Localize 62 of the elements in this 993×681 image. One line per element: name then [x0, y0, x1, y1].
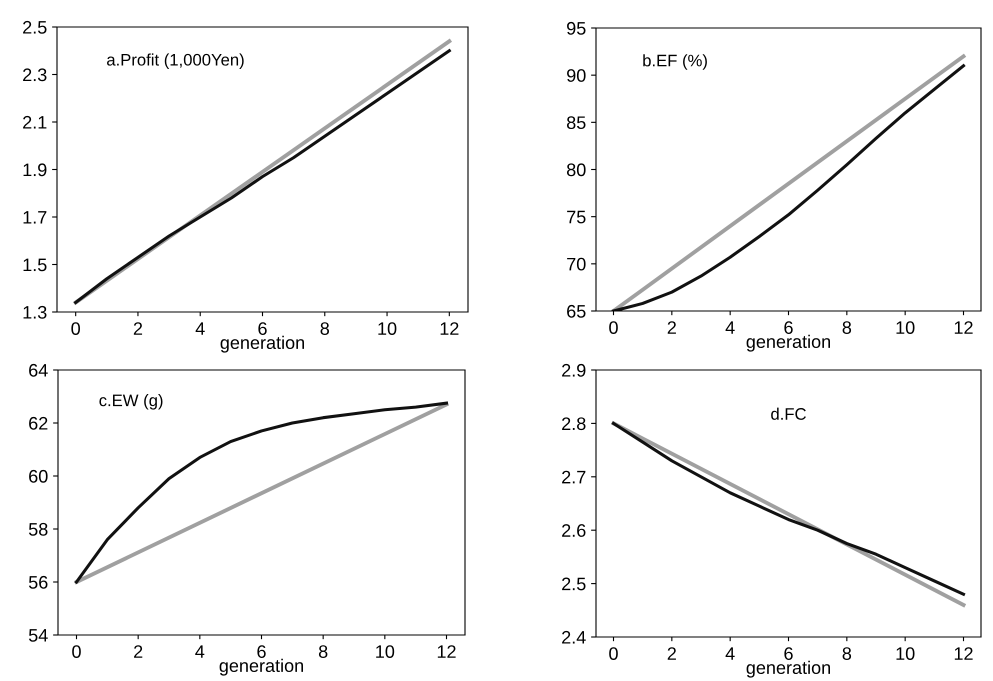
y-tick-label: 80: [566, 163, 586, 176]
y-tick-label: 1.7: [24, 211, 46, 224]
x-axis-title: generation: [220, 658, 303, 676]
x-tick-label: 0: [71, 322, 80, 335]
y-tick-label: 70: [567, 258, 586, 271]
y-tick-label: 2.4: [562, 630, 586, 644]
x-axis-title: generation: [746, 334, 830, 352]
x-tick-label: 10: [376, 645, 394, 658]
x-tick-label: 6: [257, 645, 266, 658]
x-tick-label: 2: [134, 322, 142, 335]
y-tick-label: 2.6: [562, 524, 586, 537]
y-tick-label: 90: [567, 69, 586, 82]
text: d.FC: [771, 408, 806, 420]
x-tick-label: 6: [258, 322, 267, 335]
y-tick-label: 2.3: [23, 68, 46, 82]
y-tick-label: 58: [28, 522, 48, 536]
x-tick-label: 6: [784, 647, 793, 660]
text: c.EW (g): [99, 394, 162, 410]
y-tick-label: 64: [29, 364, 48, 377]
x-tick-label: 0: [609, 321, 618, 334]
y-tick-label: 1.3: [24, 306, 46, 319]
x-tick-label: 4: [195, 645, 204, 658]
y-tick-label: 56: [28, 576, 48, 589]
x-tick-label: 12: [438, 645, 456, 658]
x-tick-label: 8: [318, 645, 328, 658]
y-tick-label: 95: [567, 22, 586, 35]
y-tick-label: 2.5: [23, 20, 47, 34]
x-tick-label: 10: [896, 321, 915, 334]
x-tick-label: 12: [440, 322, 458, 335]
x-tick-label: 0: [609, 647, 618, 660]
x-tick-label: 12: [954, 647, 973, 660]
y-tick-label: 62: [29, 416, 48, 430]
y-tick-label: 2.8: [562, 417, 586, 430]
x-tick-label: 4: [726, 321, 735, 334]
x-tick-label: 4: [196, 322, 205, 335]
y-tick-label: 60: [29, 470, 48, 483]
x-tick-label: 12: [954, 321, 973, 334]
y-tick-label: 2.5: [562, 578, 586, 590]
y-tick-label: 75: [567, 210, 586, 224]
x-tick-label: 2: [668, 321, 676, 334]
x-tick-label: 10: [378, 322, 396, 335]
y-tick-label: 65: [567, 304, 586, 318]
text: b.EF (%): [643, 54, 707, 70]
y-tick-label: 2.1: [23, 116, 46, 129]
y-tick-label: 85: [566, 116, 586, 130]
y-tick-label: 54: [28, 629, 48, 642]
x-tick-label: 10: [896, 647, 915, 660]
text: a.Profit (1,000Yen): [107, 53, 244, 69]
x-tick-label: 2: [668, 647, 676, 660]
x-tick-label: 4: [726, 647, 735, 660]
x-axis-title: generation: [746, 660, 830, 678]
x-tick-label: 0: [72, 645, 81, 658]
x-tick-label: 6: [784, 321, 793, 334]
y-tick-label: 2.9: [562, 364, 586, 377]
x-tick-label: 8: [320, 322, 330, 335]
y-tick-label: 1.9: [24, 163, 46, 176]
x-tick-label: 2: [134, 645, 142, 658]
x-tick-label: 8: [842, 321, 852, 334]
x-axis-title: generation: [220, 336, 304, 353]
y-tick-label: 2.7: [562, 470, 586, 484]
x-tick-label: 8: [842, 647, 852, 660]
y-tick-label: 1.5: [24, 258, 47, 272]
